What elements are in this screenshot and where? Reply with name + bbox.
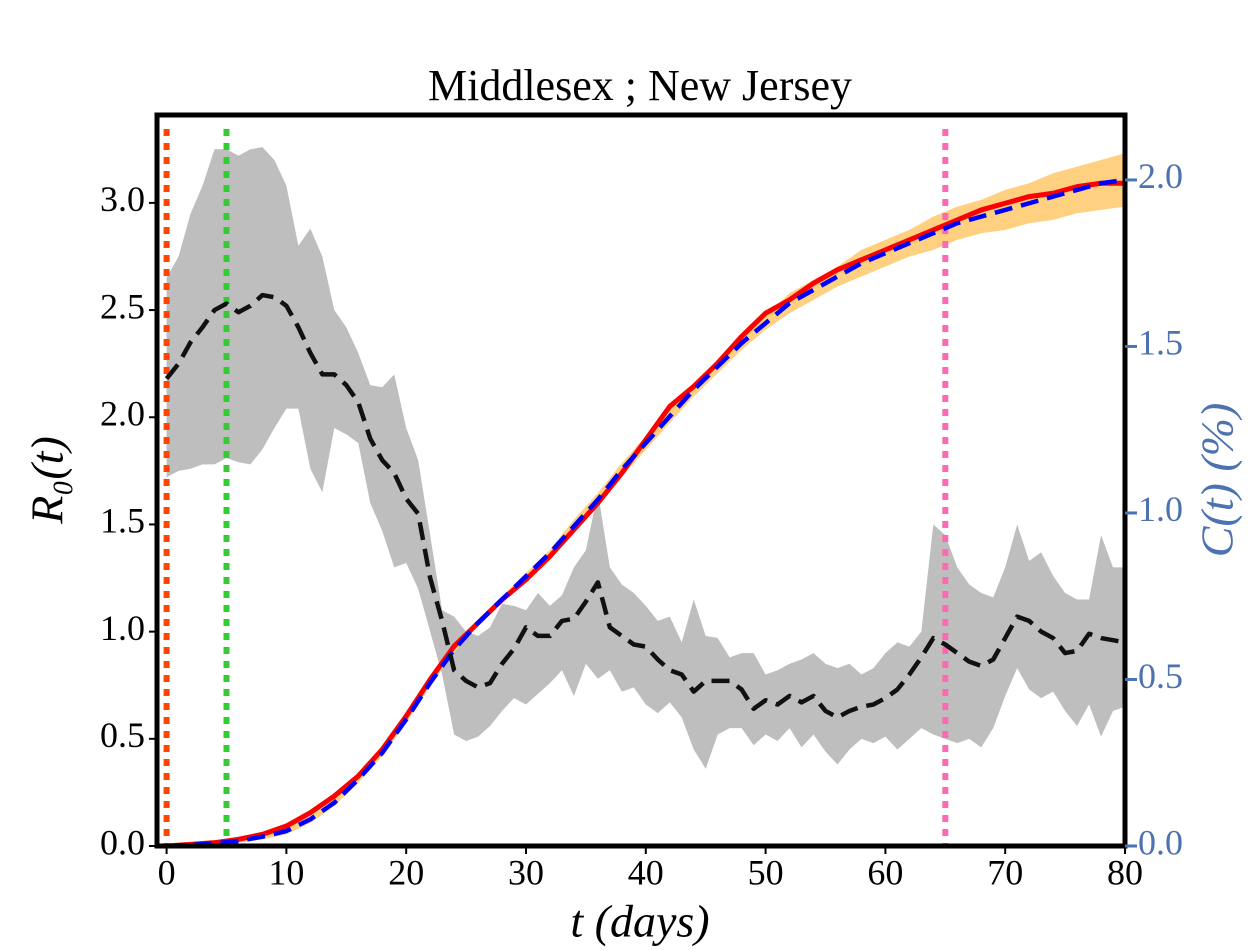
x-tick-label: 10 bbox=[268, 852, 304, 892]
y-tick-label: 1.5 bbox=[100, 501, 145, 541]
y2-axis-label: C(t) (%) bbox=[1192, 403, 1243, 558]
x-tick-label: 80 bbox=[1107, 852, 1143, 892]
band bbox=[166, 153, 1125, 846]
y-tick-label: 2.0 bbox=[100, 394, 145, 434]
x-tick-label: 40 bbox=[628, 852, 664, 892]
x-tick-label: 20 bbox=[388, 852, 424, 892]
x-tick-label: 50 bbox=[748, 852, 784, 892]
x-tick-label: 30 bbox=[508, 852, 544, 892]
x-tick-label: 0 bbox=[158, 852, 176, 892]
y-tick-label: 1.0 bbox=[100, 608, 145, 648]
y2-tick-label: 1.5 bbox=[1138, 323, 1183, 363]
chart-title: Middlesex ; New Jersey bbox=[428, 61, 852, 110]
y2-tick-label: 0.0 bbox=[1138, 822, 1183, 862]
y-tick-label: 0.0 bbox=[100, 822, 145, 862]
plot-frame bbox=[154, 112, 1128, 849]
line bbox=[166, 177, 1126, 849]
y2-tick-label: 1.0 bbox=[1138, 489, 1183, 529]
line bbox=[164, 292, 1126, 720]
y-tick-label: 3.0 bbox=[100, 179, 145, 219]
y2-tick-label: 2.0 bbox=[1138, 156, 1183, 196]
band bbox=[166, 147, 1125, 769]
x-tick-label: 60 bbox=[867, 852, 903, 892]
y2-tick-label: 0.5 bbox=[1138, 656, 1183, 696]
x-axis-label: t (days) bbox=[570, 896, 709, 947]
y-axis-label: R₀(t) bbox=[22, 436, 73, 525]
y-tick-label: 2.5 bbox=[100, 286, 145, 326]
y-tick-label: 0.5 bbox=[100, 715, 145, 755]
x-tick-label: 70 bbox=[987, 852, 1023, 892]
